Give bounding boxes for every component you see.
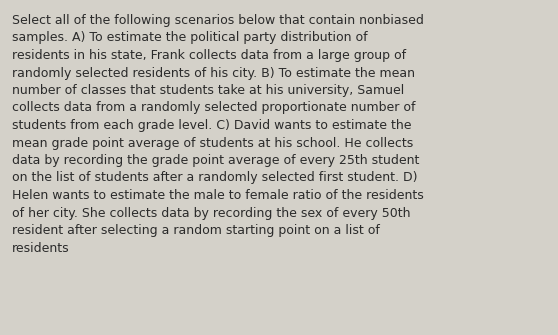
Text: Select all of the following scenarios below that contain nonbiased
samples. A) T: Select all of the following scenarios be… bbox=[12, 14, 424, 255]
